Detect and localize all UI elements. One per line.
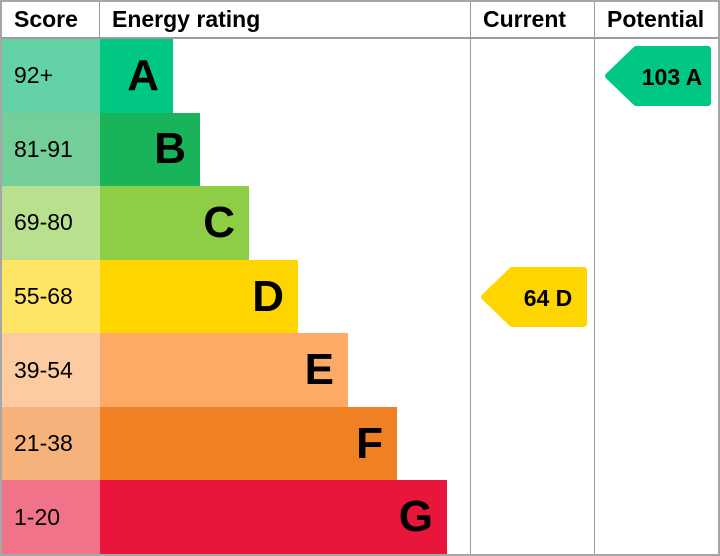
band-bar-a: A: [100, 39, 173, 113]
potential-cell-e: [594, 333, 718, 407]
score-range-a: 92+: [2, 39, 100, 113]
band-bar-b: B: [100, 112, 200, 187]
header-score: Score: [2, 2, 100, 37]
current-cell-c: [470, 186, 594, 260]
band-row-a: 92+ A 103 A: [2, 39, 718, 113]
score-range-c: 69-80: [2, 186, 100, 260]
band-row-e: 39-54 E: [2, 333, 718, 407]
current-cell-d: 64 D: [470, 259, 594, 334]
potential-cell-g: [594, 480, 718, 554]
current-cell-a: [470, 39, 594, 113]
potential-cell-b: [594, 112, 718, 187]
bar-area-d: D: [100, 259, 470, 334]
band-row-b: 81-91 B: [2, 112, 718, 187]
header-current: Current: [470, 2, 594, 37]
bar-area-g: G: [100, 480, 470, 554]
band-row-f: 21-38 F: [2, 406, 718, 481]
header-row: Score Energy rating Current Potential: [2, 2, 718, 39]
bar-area-e: E: [100, 333, 470, 407]
potential-cell-c: [594, 186, 718, 260]
band-bar-f: F: [100, 406, 397, 481]
band-bar-d: D: [100, 259, 298, 334]
band-row-g: 1-20 G: [2, 480, 718, 554]
potential-cell-f: [594, 406, 718, 481]
potential-cell-a: 103 A: [594, 39, 718, 113]
score-range-d: 55-68: [2, 259, 100, 334]
score-range-g: 1-20: [2, 480, 100, 554]
current-cell-b: [470, 112, 594, 187]
current-cell-g: [470, 480, 594, 554]
header-potential: Potential: [594, 2, 718, 37]
current-rating-arrow-label: 64 D: [524, 285, 573, 311]
current-cell-f: [470, 406, 594, 481]
potential-rating-arrow: 103 A: [605, 45, 711, 106]
band-row-c: 69-80 C: [2, 186, 718, 260]
band-bar-e: E: [100, 333, 348, 407]
header-energy-rating: Energy rating: [112, 6, 261, 32]
score-range-e: 39-54: [2, 333, 100, 407]
score-range-b: 81-91: [2, 112, 100, 187]
band-bar-g: G: [100, 480, 447, 554]
bar-area-b: B: [100, 112, 470, 187]
potential-rating-arrow-label: 103 A: [642, 64, 703, 90]
current-rating-arrow-shape: [481, 266, 587, 327]
current-rating-arrow: 64 D: [481, 266, 587, 327]
current-cell-e: [470, 333, 594, 407]
bar-area-a: A: [100, 39, 470, 113]
band-bar-c: C: [100, 186, 249, 260]
potential-cell-d: [594, 259, 718, 334]
band-rows: 92+ A 103 A 81-91 B 69-80 C 55-68 D 64 D 39-54 E 21-…: [2, 39, 718, 554]
bar-area-f: F: [100, 406, 470, 481]
score-range-f: 21-38: [2, 406, 100, 481]
bar-area-c: C: [100, 186, 470, 260]
band-row-d: 55-68 D 64 D: [2, 259, 718, 334]
potential-rating-arrow-shape: [605, 45, 711, 106]
